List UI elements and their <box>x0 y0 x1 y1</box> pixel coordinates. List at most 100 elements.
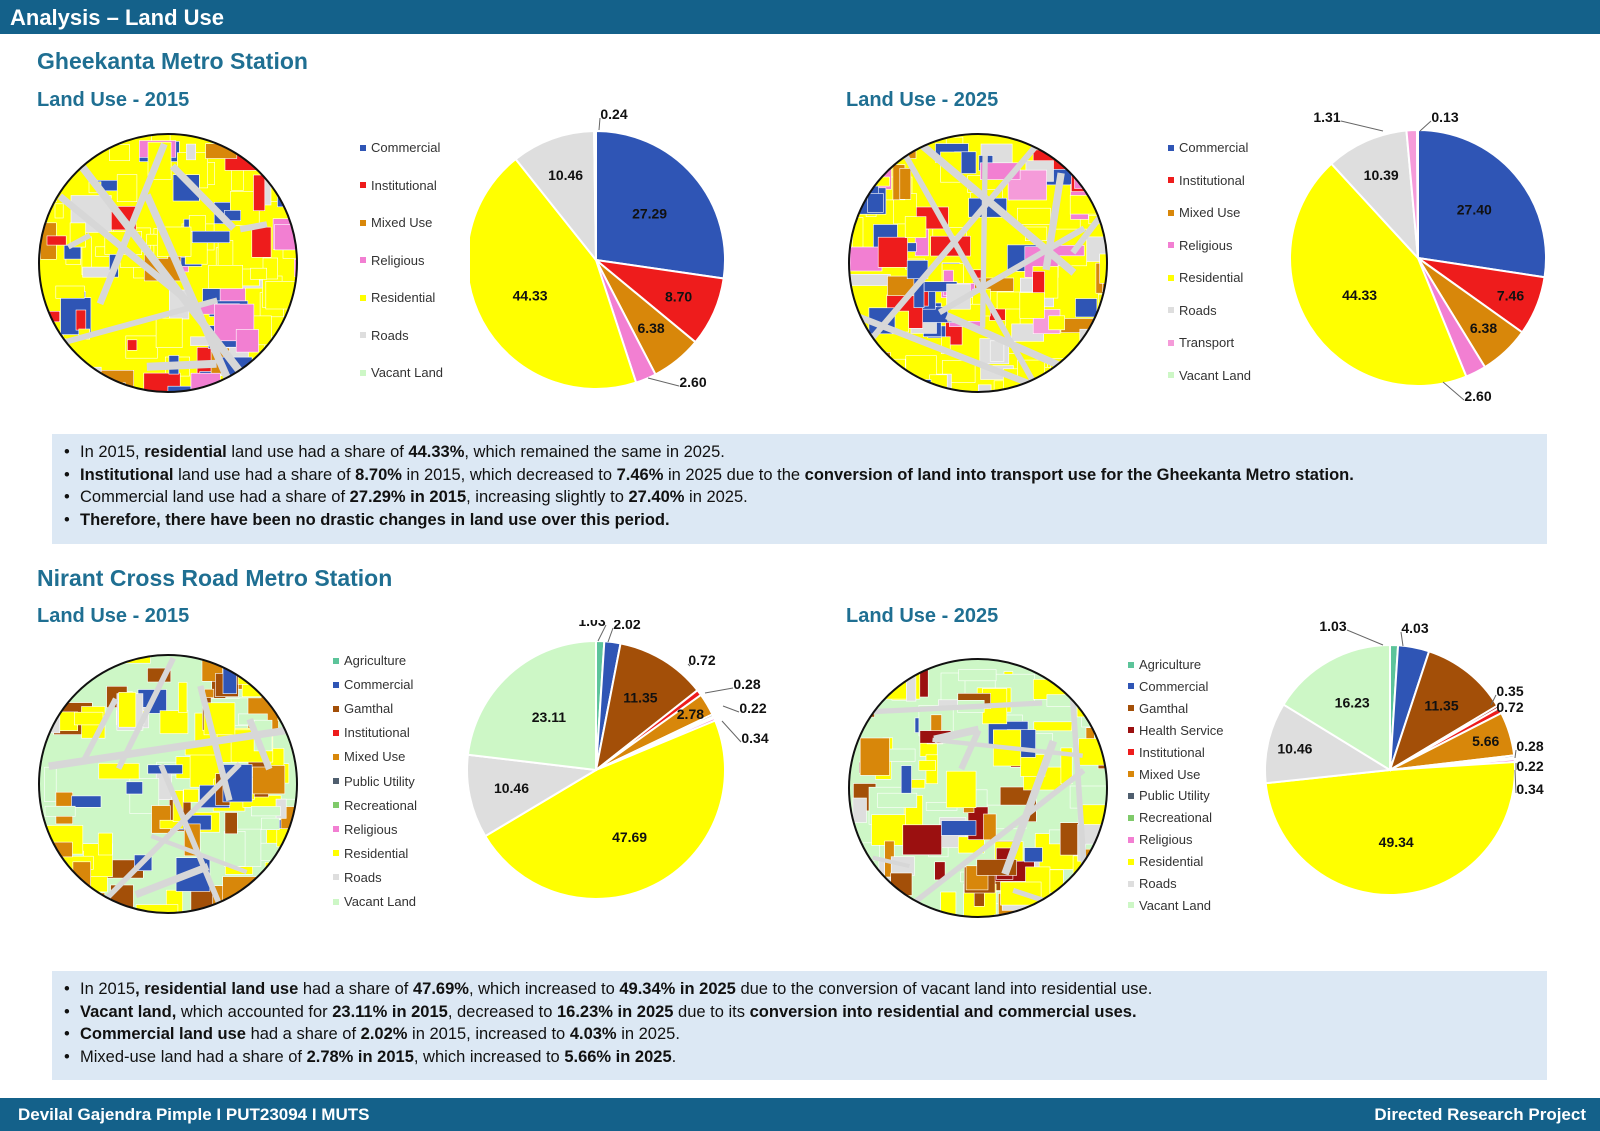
legend-item-commercial: Commercial <box>1168 140 1248 155</box>
note-text: Mixed-use land had a share of <box>80 1047 307 1066</box>
note-text: had a share of <box>245 1025 361 1043</box>
legend-label: Roads <box>1139 876 1177 891</box>
data-label-roads: 10.46 <box>548 167 583 183</box>
legend-label: Residential <box>371 290 436 305</box>
footer-author: Devilal Gajendra Pimple I PUT23094 I MUT… <box>18 1105 370 1124</box>
legend-item-mixed-use: Mixed Use <box>333 749 405 764</box>
legend-swatch <box>1168 339 1174 346</box>
legend-item-agriculture: Agriculture <box>333 653 406 668</box>
legend-swatch <box>333 753 339 760</box>
legend-label: Mixed Use <box>344 749 406 765</box>
data-label-vacant-land: 23.11 <box>532 709 566 725</box>
note-text: , which increased to <box>468 980 620 998</box>
leader-line <box>1442 381 1465 401</box>
pie-slice-residential <box>483 719 726 901</box>
note-text: 27.29% in 2015 <box>349 488 467 506</box>
note-item: Mixed-use land had a share of 2.78% in 2… <box>64 1046 1535 1069</box>
legend-item-health-service: Health Service <box>1128 723 1224 738</box>
legend-swatch <box>360 332 366 339</box>
pie-slice-commercial <box>1417 128 1547 279</box>
note-text: conversion of land into transport use fo… <box>804 465 1354 484</box>
note-item: Commercial land use had a share of 2.02%… <box>64 1023 1535 1046</box>
legend-item-commercial: Commercial <box>1128 679 1208 694</box>
note-item: Institutional land use had a share of 8.… <box>64 464 1535 487</box>
note-text: due to its <box>673 1002 750 1021</box>
legend-label: Public Utility <box>1139 788 1210 804</box>
note-text: in 2025. <box>684 488 748 506</box>
data-label-institutional: 7.46 <box>1497 288 1524 304</box>
pie-slice-gamthal <box>1388 649 1499 773</box>
legend-swatch <box>1128 814 1134 821</box>
note-item: In 2015, residential land use had a shar… <box>64 978 1535 1001</box>
legend-swatch <box>333 778 339 785</box>
legend-swatch <box>360 219 366 226</box>
legend-label: Health Service <box>1139 722 1224 738</box>
legend-swatch <box>1128 792 1134 799</box>
legend-label: Institutional <box>344 725 410 741</box>
legend-item-religious: Religious <box>333 822 397 837</box>
legend-item-vacant-land: Vacant Land <box>1168 368 1251 383</box>
leader-line <box>722 705 740 713</box>
data-label-gamthal: 11.35 <box>623 689 657 705</box>
data-label-religious: 2.60 <box>1464 388 1491 404</box>
legend-swatch <box>1128 705 1134 712</box>
note-text: in 2015, which decreased to <box>401 465 617 484</box>
leader-line <box>1514 769 1517 794</box>
note-text: 44.33% <box>408 443 465 461</box>
legend-label: Institutional <box>1179 172 1245 188</box>
leader-line <box>1419 120 1432 132</box>
pie-slice-roads <box>466 753 600 838</box>
legend-swatch <box>360 144 366 151</box>
legend-label: Religious <box>344 821 398 837</box>
legend-label: Residential <box>1179 270 1244 285</box>
map-boundary <box>848 133 1108 393</box>
note-text: , decreased to <box>447 1002 557 1021</box>
legend-label: Roads <box>344 869 382 885</box>
leader-line <box>1346 629 1384 646</box>
legend-label: Roads <box>1179 302 1217 318</box>
legend-label: Commercial <box>1179 140 1249 155</box>
data-label-residential: 47.69 <box>612 829 647 845</box>
note-text: Institutional <box>80 465 174 484</box>
legend-swatch <box>360 369 366 376</box>
legend-item-residential: Residential <box>360 290 435 305</box>
legend-swatch <box>1128 880 1134 887</box>
data-label-residential: 44.33 <box>513 288 548 304</box>
legend-2025: Commercial Institutional Mixed Use Religiou… <box>1168 140 1288 383</box>
legend-swatch <box>1128 858 1134 865</box>
legend-item-religious: Religious <box>1168 238 1232 253</box>
note-text: in 2025 due to the <box>663 465 805 484</box>
leader-line <box>597 624 607 642</box>
leader-line <box>1340 120 1384 132</box>
leader-line <box>721 720 742 743</box>
pie-slice-vacant-land <box>593 129 597 261</box>
map-boundary <box>38 654 298 914</box>
note-text: Commercial land use <box>80 1025 246 1043</box>
legend-swatch <box>1168 209 1174 216</box>
legend-item-public-utility: Public Utility <box>333 774 415 789</box>
legend-swatch <box>333 850 339 857</box>
data-label-religious: 0.34 <box>1516 781 1543 797</box>
legend-label: Recreational <box>344 797 417 813</box>
legend-item-religious: Religious <box>1128 832 1192 847</box>
legend-label: Commercial <box>344 677 414 693</box>
data-label-recreational: 0.22 <box>1516 758 1543 774</box>
data-label-institutional: 0.72 <box>1496 699 1523 715</box>
legend-swatch <box>360 257 366 264</box>
note-item: Commercial land use had a share of 27.29… <box>64 486 1535 509</box>
legend-item-mixed-use: Mixed Use <box>1168 205 1240 220</box>
pie-slice-vacant-land <box>1415 128 1419 259</box>
legend-swatch <box>333 729 339 736</box>
note-text: In 2015 <box>80 980 136 998</box>
note-text: had a share of <box>298 980 413 998</box>
note-item: Vacant land, which accounted for 23.11% … <box>64 1001 1535 1024</box>
notes-section-1: In 2015, residential land use had a shar… <box>52 434 1547 544</box>
data-label-commercial: 2.02 <box>613 620 640 632</box>
legend-swatch <box>1168 242 1174 249</box>
data-label-commercial: 27.40 <box>1457 202 1492 218</box>
legend-label: Residential <box>1139 854 1204 870</box>
pie-chart-2015: 27.29 8.706.38 2.60 44.33 10.46 0.24 <box>470 106 727 390</box>
legend-swatch <box>1168 144 1174 151</box>
note-text: 49.34% in 2025 <box>619 980 736 998</box>
data-label-institutional: 0.72 <box>688 652 715 668</box>
